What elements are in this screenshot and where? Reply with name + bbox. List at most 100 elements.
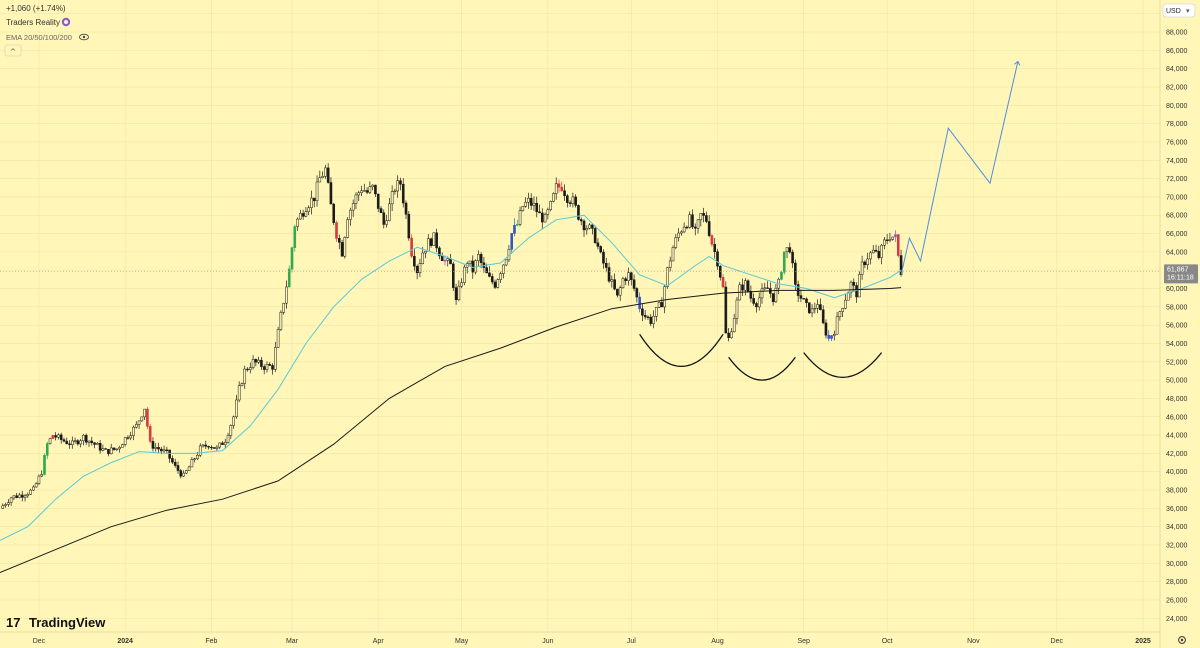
candle-body	[871, 249, 875, 254]
candle-body	[354, 194, 358, 204]
candle-body	[435, 232, 438, 249]
time-tick-label: 2024	[117, 638, 133, 645]
candle-body	[730, 331, 733, 338]
candle-body	[12, 495, 16, 499]
candle-body	[454, 287, 458, 301]
candle-body	[652, 316, 655, 324]
candle-body	[7, 502, 10, 505]
candle-body	[271, 365, 274, 370]
candle-body	[849, 281, 853, 294]
candle-body	[774, 287, 778, 303]
currency-dropdown[interactable]: USD ▾	[1162, 3, 1196, 18]
candle-body	[285, 286, 288, 304]
candle-body	[215, 446, 219, 449]
candle-body	[48, 438, 52, 444]
candle-body	[413, 255, 416, 267]
candle-body	[638, 296, 641, 310]
candle-body	[235, 399, 238, 418]
price-tick-label: 42,000	[1166, 451, 1188, 458]
gear-icon[interactable]	[1178, 636, 1186, 644]
candle-body	[791, 251, 794, 264]
tradingview-logo-icon: 17	[6, 615, 20, 630]
price-tick-label: 82,000	[1166, 85, 1188, 92]
projection-arrowhead	[1014, 60, 1021, 66]
candle-body	[460, 282, 463, 287]
pattern-arcs	[639, 333, 883, 381]
candle-body	[543, 214, 547, 223]
pattern-arc	[639, 333, 724, 368]
ema-label: EMA 20/50/100/200	[6, 33, 72, 42]
candle-body	[426, 238, 430, 252]
candle-body	[123, 437, 127, 445]
candle-body	[363, 190, 366, 192]
candle-body	[146, 408, 149, 427]
candle-body	[65, 440, 69, 445]
price-tick-label: 26,000	[1166, 597, 1188, 604]
candle-body	[552, 193, 555, 202]
candle-body	[838, 311, 842, 318]
candle-body	[835, 316, 839, 335]
time-tick-label: Feb	[205, 638, 217, 645]
candle-body	[1, 505, 5, 509]
candle-body	[248, 367, 252, 371]
candle-body	[757, 297, 761, 308]
candle-body	[807, 302, 811, 314]
currency-label: USD	[1166, 8, 1181, 15]
candle-body	[529, 197, 533, 206]
candle-body	[404, 202, 408, 215]
candle-body	[613, 279, 616, 290]
candle-body	[432, 232, 436, 246]
candle-body	[132, 426, 135, 436]
candle-body	[290, 247, 294, 270]
candle-body	[407, 213, 411, 239]
candle-body	[93, 442, 96, 445]
candle-body	[443, 260, 447, 262]
candle-body	[310, 197, 313, 208]
price-tick-label: 36,000	[1166, 506, 1188, 513]
tradingview-brand[interactable]: 17 TradingView	[6, 615, 106, 630]
candle-body	[599, 246, 603, 253]
candle-body	[869, 252, 872, 260]
collapse-legend-button[interactable]: ^	[4, 44, 22, 57]
candle-body	[246, 368, 249, 371]
candle-body	[218, 442, 222, 448]
grid-lines	[0, 0, 1160, 632]
candle-body	[40, 474, 44, 477]
candle-body	[440, 255, 444, 261]
candle-body	[663, 286, 666, 308]
candle-body	[71, 440, 74, 445]
candle-body	[474, 260, 477, 273]
price-tick-label: 86,000	[1166, 48, 1188, 55]
candle-body	[668, 260, 672, 268]
projection-path	[900, 61, 1019, 275]
candle-body	[176, 465, 180, 471]
price-tick-label: 30,000	[1166, 561, 1188, 568]
candle-body	[680, 231, 683, 234]
candle-body	[296, 218, 299, 227]
candle-body	[371, 184, 374, 188]
candle-body	[504, 259, 508, 266]
candle-body	[162, 449, 166, 452]
candle-body	[223, 442, 227, 445]
candle-body	[165, 449, 169, 451]
candle-body	[760, 288, 764, 299]
candle-body	[557, 183, 561, 188]
candle-body	[346, 219, 349, 238]
candle-body	[312, 197, 316, 202]
candle-body	[34, 483, 38, 488]
candle-body	[635, 288, 639, 298]
candle-body	[204, 444, 208, 447]
candle-body	[357, 192, 361, 196]
candle-body	[452, 263, 455, 288]
candle-body	[490, 276, 494, 283]
time-tick-label: Nov	[967, 638, 980, 645]
eye-icon[interactable]	[79, 33, 89, 41]
candle-body	[276, 329, 280, 348]
candle-body	[382, 212, 386, 225]
candle-body	[318, 177, 322, 183]
candle-body	[877, 251, 881, 258]
candle-body	[866, 258, 869, 265]
candle-body	[143, 408, 146, 418]
